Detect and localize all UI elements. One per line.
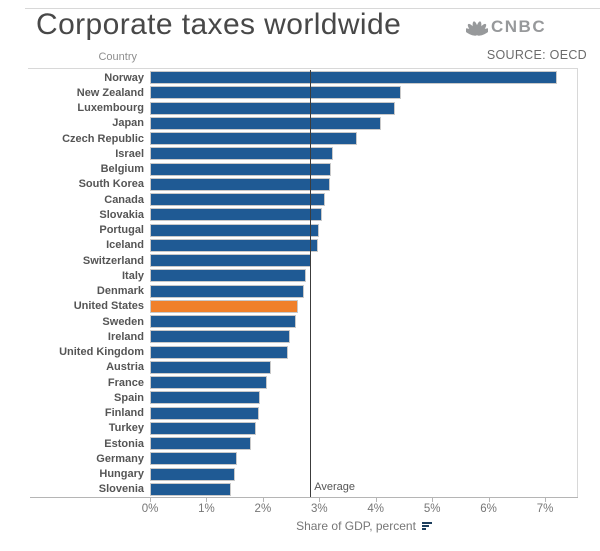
bar-japan: [150, 116, 381, 130]
peacock-icon: [466, 20, 488, 36]
bar-austria: [150, 360, 272, 374]
country-label-canada: Canada: [104, 193, 144, 206]
bar-slovenia: [150, 482, 231, 496]
x-tick-label: 3%: [310, 503, 328, 515]
page-title: Corporate taxes worldwide: [36, 8, 402, 41]
country-label-united-kingdom: United Kingdom: [59, 346, 144, 359]
x-tick-mark: [319, 498, 321, 502]
bar-canada: [150, 193, 325, 207]
bar-ireland: [150, 330, 291, 344]
bar-finland: [150, 406, 259, 420]
x-tick-label: 6%: [480, 503, 497, 515]
country-label-finland: Finland: [104, 407, 144, 420]
x-tick-label: 2%: [254, 503, 272, 515]
bar-belgium: [150, 162, 332, 176]
country-label-japan: Japan: [112, 117, 144, 130]
x-axis-line: [30, 497, 578, 498]
country-label-luxembourg: Luxembourg: [77, 102, 144, 115]
bar-chart-area: [150, 70, 578, 497]
average-reference-line: [310, 70, 312, 497]
bar-hungary: [150, 467, 235, 481]
country-label-hungary: Hungary: [99, 468, 144, 481]
country-label-sweden: Sweden: [102, 315, 144, 328]
country-label-new-zealand: New Zealand: [76, 86, 144, 99]
cnbc-logo-text: CNBC: [491, 17, 547, 36]
bar-switzerland: [150, 254, 312, 268]
x-tick-mark: [206, 498, 208, 502]
country-label-spain: Spain: [114, 391, 144, 404]
x-axis-caption-row: Share of GDP, percent: [150, 519, 578, 533]
top-divider: [25, 8, 600, 9]
country-label-italy: Italy: [121, 269, 144, 282]
country-label-switzerland: Switzerland: [82, 254, 144, 267]
x-tick-mark: [375, 498, 377, 502]
country-label-portugal: Portugal: [99, 224, 144, 237]
bar-israel: [150, 147, 334, 161]
x-tick-mark: [262, 498, 264, 502]
bar-iceland: [150, 238, 318, 252]
country-label-czech-republic: Czech Republic: [62, 132, 144, 145]
bar-italy: [150, 269, 307, 283]
bar-portugal: [150, 223, 320, 237]
x-tick-mark: [432, 498, 434, 502]
country-label-denmark: Denmark: [96, 285, 144, 298]
bar-france: [150, 376, 268, 390]
country-label-israel: Israel: [115, 147, 144, 160]
country-label-estonia: Estonia: [104, 437, 144, 450]
x-tick-mark: [150, 498, 151, 502]
bar-south-korea: [150, 177, 330, 191]
country-label-germany: Germany: [96, 452, 144, 465]
bar-norway: [150, 71, 558, 85]
x-tick-label: 4%: [367, 503, 385, 515]
bar-estonia: [150, 437, 251, 451]
bar-united-states: [150, 299, 299, 313]
sort-descending-icon: [421, 522, 432, 530]
x-tick-mark: [488, 498, 490, 502]
bar-turkey: [150, 421, 256, 435]
plot-right-border: [577, 68, 578, 498]
x-axis-caption: Share of GDP, percent: [296, 519, 416, 533]
x-tick-label: 5%: [423, 503, 441, 515]
country-labels: Norway New Zealand Luxembourg Japan Czech Re…: [0, 70, 144, 497]
x-tick-label: 7%: [536, 503, 554, 515]
bar-denmark: [150, 284, 305, 298]
bar-luxembourg: [150, 101, 396, 115]
x-tick-label: 0%: [141, 503, 159, 515]
x-tick-mark: [545, 498, 546, 502]
average-label: Average: [314, 481, 356, 493]
bar-germany: [150, 452, 238, 466]
country-label-turkey: Turkey: [108, 422, 144, 435]
bar-spain: [150, 391, 260, 405]
plot-top-border: [28, 68, 578, 69]
bar-czech-republic: [150, 132, 358, 146]
country-label-slovakia: Slovakia: [99, 208, 144, 221]
country-label-france: France: [107, 376, 144, 389]
country-label-united-states: United States: [73, 300, 144, 313]
x-tick-label: 1%: [198, 503, 215, 515]
bar-slovakia: [150, 208, 322, 222]
country-label-austria: Austria: [106, 361, 144, 374]
cnbc-logo: CNBC: [466, 17, 546, 37]
bar-united-kingdom: [150, 345, 288, 359]
country-label-belgium: Belgium: [100, 163, 144, 176]
country-label-norway: Norway: [104, 71, 144, 84]
country-label-slovenia: Slovenia: [98, 483, 144, 496]
country-label-iceland: Iceland: [106, 239, 144, 252]
column-header-country: Country: [98, 51, 137, 63]
bar-sweden: [150, 315, 297, 329]
bar-new-zealand: [150, 86, 401, 100]
source-label: SOURCE: OECD: [486, 48, 587, 62]
country-label-south-korea: South Korea: [78, 178, 144, 191]
country-label-ireland: Ireland: [107, 330, 144, 343]
